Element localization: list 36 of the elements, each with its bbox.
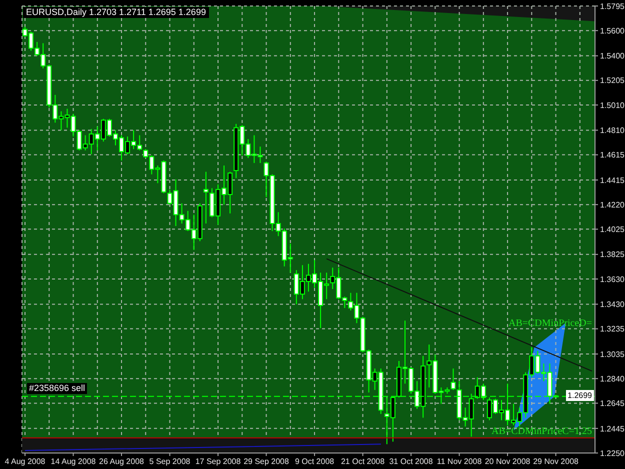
y-tick-label: 1.4220 <box>600 200 625 210</box>
x-tick-label: 26 Aug 2008 <box>99 457 145 466</box>
x-tick-label: 9 Oct 2008 <box>294 457 335 466</box>
x-tick-label: 29 Sep 2008 <box>244 457 290 466</box>
y-tick-label: 1.5400 <box>600 52 625 61</box>
y-tick-label: 1.4415 <box>600 176 625 185</box>
y-tick-label: 1.3430 <box>600 300 625 310</box>
x-tick-label: 4 Aug 2008 <box>4 457 46 466</box>
y-tick-label: 1.2645 <box>600 399 625 408</box>
annotation: AB=CDMinPriceC=1.25 <box>492 426 592 438</box>
annotation: AB=CDMinPriceD= <box>508 318 592 330</box>
y-tick-label: 1.3630 <box>600 274 625 284</box>
y-tick-label: 1.3825 <box>600 250 625 260</box>
y-tick-label: 1.2445 <box>600 424 625 434</box>
y-tick-label: 1.5600 <box>600 26 625 36</box>
x-tick-label: 31 Oct 2008 <box>389 457 434 466</box>
y-tick-label: 1.2250 <box>600 448 625 458</box>
y-tick-label: 1.3235 <box>600 324 625 334</box>
y-tick-label: 1.4810 <box>600 126 625 136</box>
y-tick-label: 1.5795 <box>600 2 625 11</box>
y-tick-label: 1.3035 <box>600 350 625 359</box>
x-tick-label: 20 Nov 2008 <box>484 457 531 466</box>
chart-title: EURUSD,Daily 1.2703 1.2711 1.2695 1.2699 <box>23 7 209 18</box>
y-tick-label: 1.5205 <box>600 76 625 86</box>
y-tick-label: 1.4025 <box>600 225 625 234</box>
x-tick-label: 17 Sep 2008 <box>195 457 242 466</box>
y-tick-label: 1.4615 <box>600 150 625 160</box>
x-tick-label: 21 Oct 2008 <box>340 457 386 466</box>
x-tick-label: 5 Sep 2008 <box>149 457 191 466</box>
x-tick-label: 14 Aug 2008 <box>50 457 96 466</box>
annotation: 1.2699 <box>566 390 594 402</box>
y-tick-label: 1.5010 <box>600 100 625 110</box>
x-tick-label: 29 Nov 2008 <box>533 457 580 466</box>
x-tick-label: 11 Nov 2008 <box>436 457 482 466</box>
ref-line-label: #2358696 sell <box>27 383 88 394</box>
y-tick-label: 1.2840 <box>600 374 625 384</box>
